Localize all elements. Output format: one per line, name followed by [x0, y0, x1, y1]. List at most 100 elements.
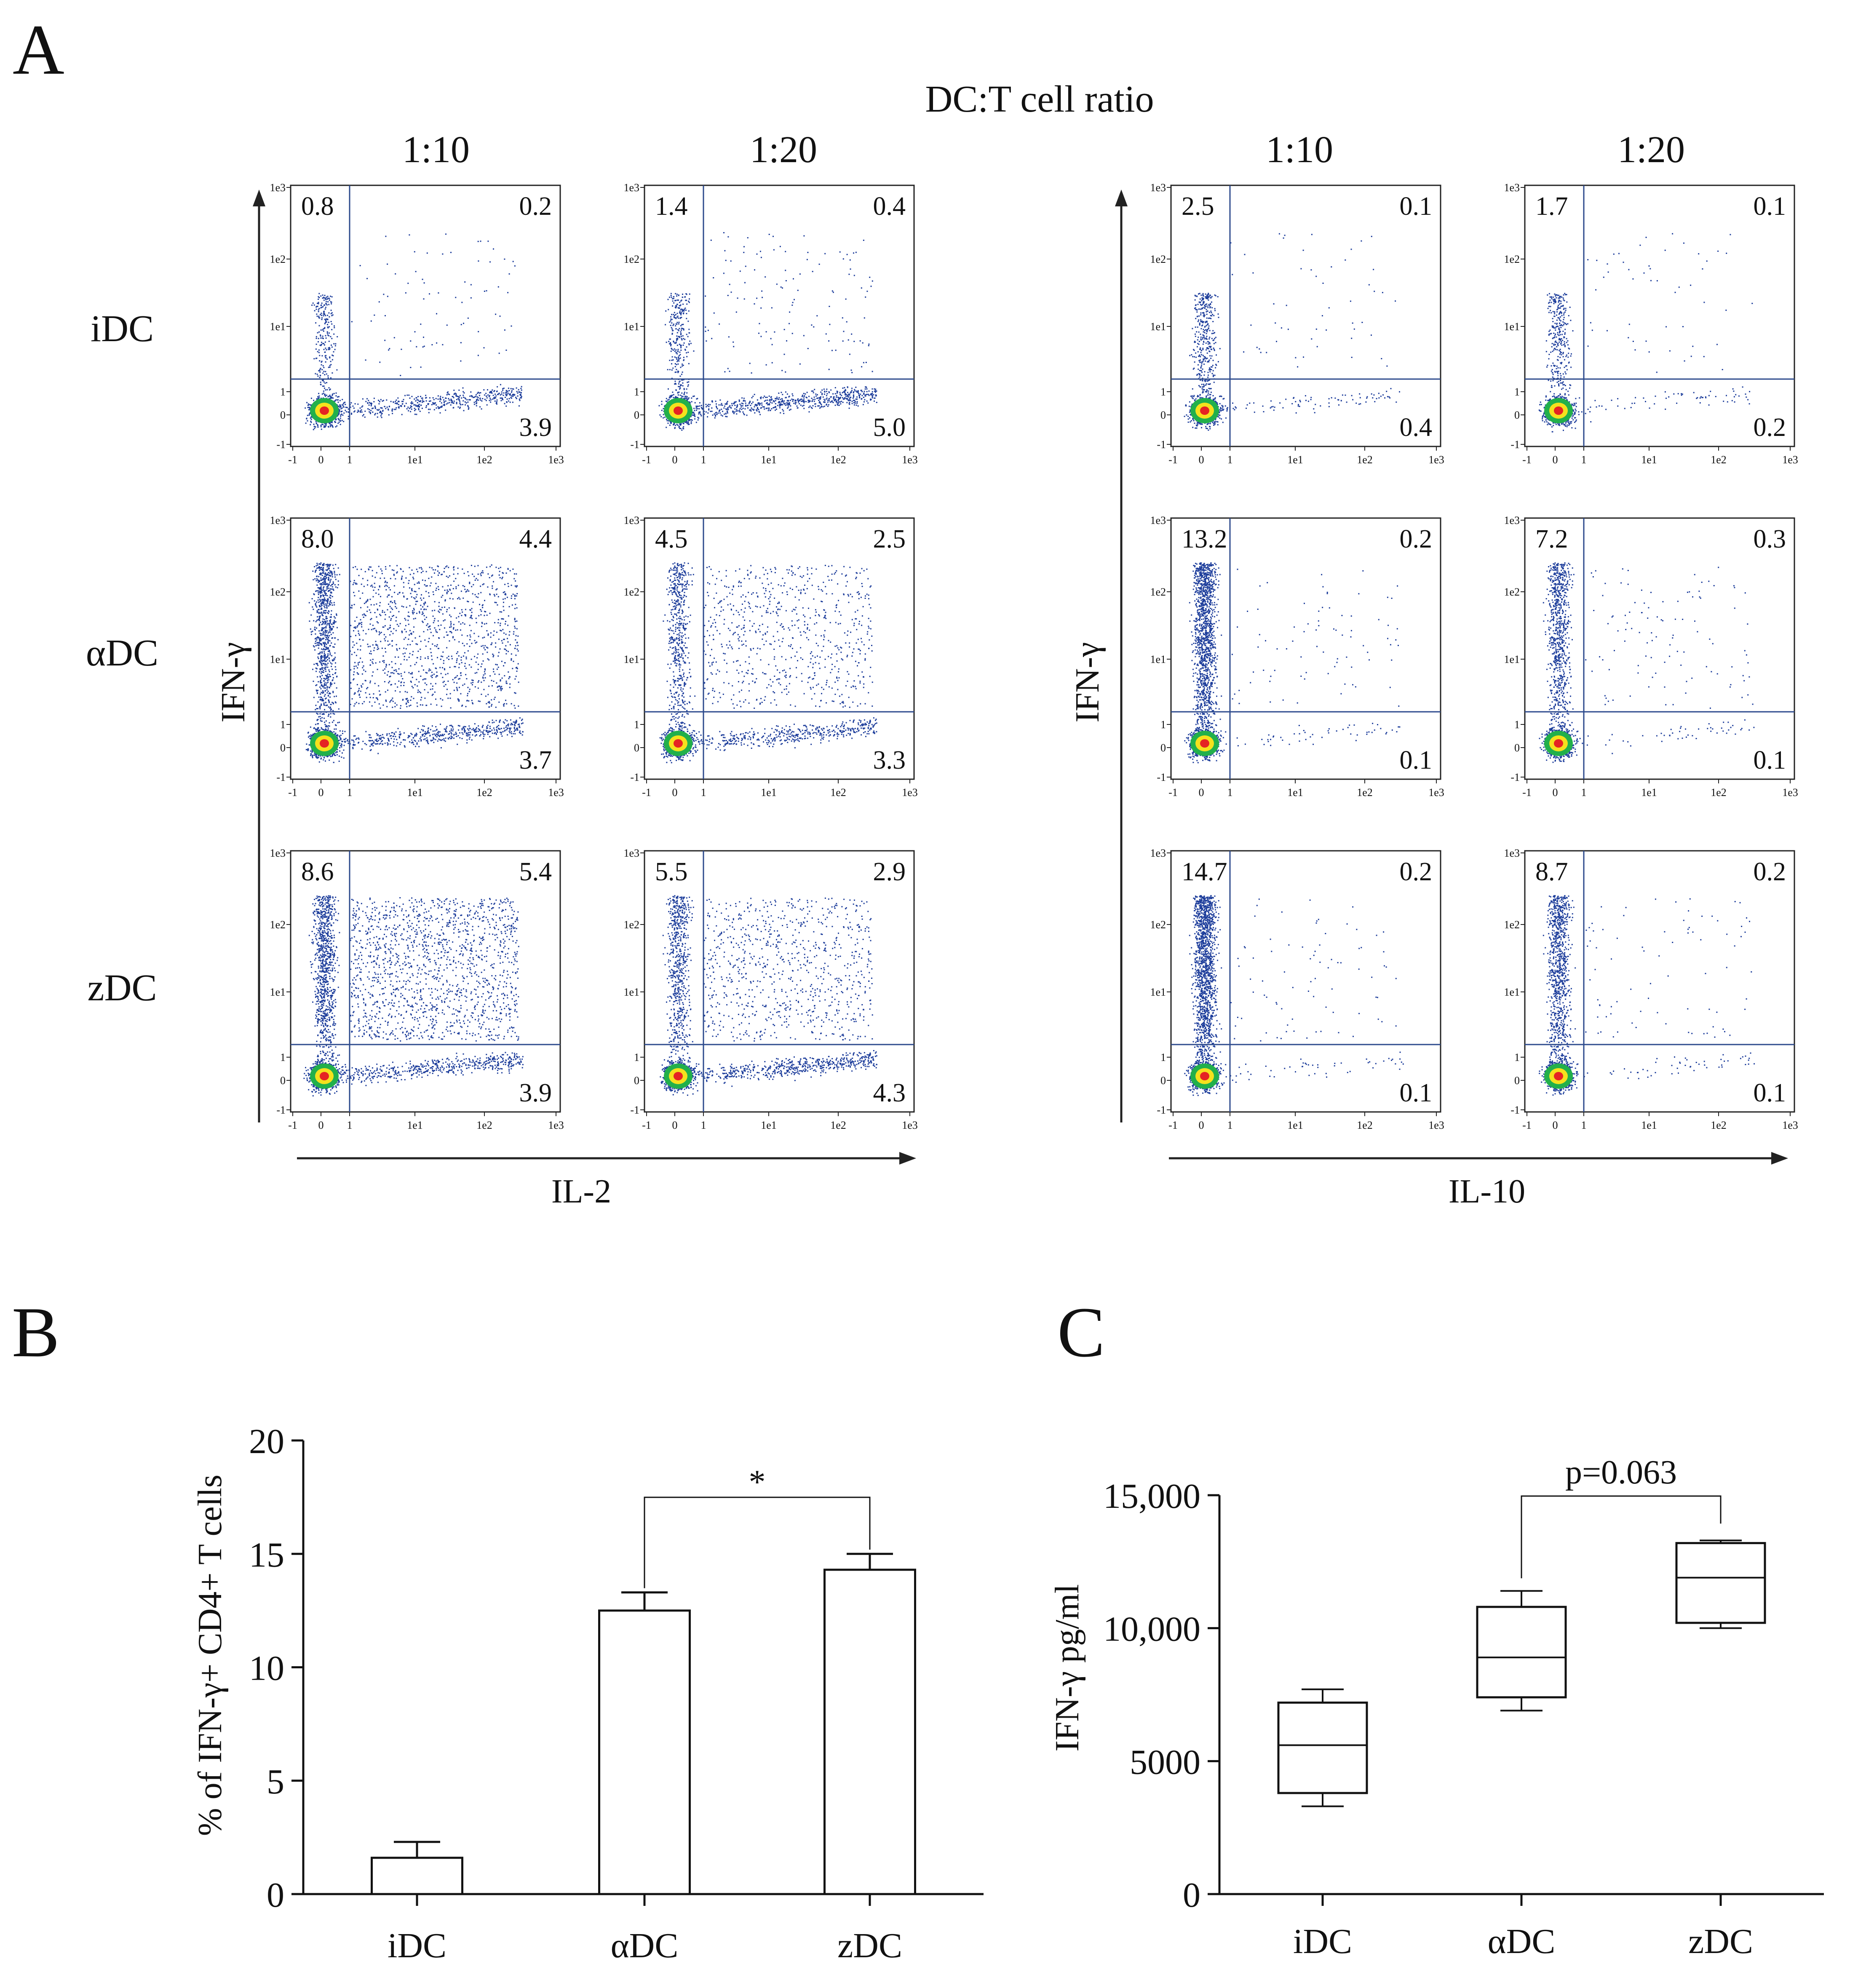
y-tick-label: 1e1 — [623, 986, 639, 998]
flow-plots: 0.8 0.2 3.9 -1 0 1 1e1 1e2 1e3 1e3 1e2 1e1 1 0 -1 1.4 0.… — [270, 182, 1798, 1131]
quadrant-lower-right: 3.7 — [519, 746, 552, 775]
box-zDC — [1675, 1542, 1766, 1624]
flow-plot-zDC-0: 8.6 5.4 3.9 -1 0 1 1e1 1e2 1e3 1e3 1e2 1e1 1 0 -1 — [270, 847, 564, 1131]
density-core-red — [320, 739, 329, 748]
ratio-label-right-1-20: 1:20 — [1617, 129, 1685, 171]
x-tick-label: 1e3 — [1428, 786, 1444, 799]
x-tick-label: 1e2 — [476, 454, 492, 466]
x-tick-label: 0 — [318, 786, 324, 799]
x-tick-label: -1 — [288, 454, 297, 466]
quadrant-upper-left: 8.0 — [301, 525, 334, 553]
significance-label: p=0.063 — [1565, 1454, 1677, 1491]
x-tick-label: 0 — [1199, 1119, 1204, 1131]
y-tick-label: 1e2 — [270, 586, 286, 598]
x-tick-label: 1e1 — [407, 454, 423, 466]
y-tick-label: 1e2 — [623, 586, 639, 598]
y-tick-label: 1 — [634, 719, 639, 731]
y-tick-label: 1 — [1160, 719, 1166, 731]
y-tick-label: 1e1 — [1504, 986, 1520, 998]
y-tick-label: 0 — [1160, 1074, 1166, 1087]
bar-αDC — [598, 1609, 691, 1895]
left-x-arrowhead — [899, 1152, 916, 1165]
y-tick-label: 0 — [1514, 742, 1520, 754]
flow-plot-zDC-2: 14.7 0.2 0.1 -1 0 1 1e1 1e2 1e3 1e3 1e2 1e1 1 0 -1 — [1150, 847, 1444, 1131]
y-tick-label: -1 — [1157, 1104, 1166, 1116]
x-tick-label: 1e1 — [407, 1119, 423, 1131]
density-core-red — [674, 406, 683, 415]
quadrant-upper-right: 0.3 — [1754, 525, 1786, 553]
bar-y-tick-label: 5 — [267, 1762, 284, 1801]
quadrant-upper-left: 14.7 — [1182, 858, 1227, 886]
x-tick-label: 1e3 — [902, 1119, 918, 1131]
box-x-tick-label: iDC — [1293, 1922, 1352, 1961]
box-iDC — [1277, 1701, 1368, 1794]
y-tick-label: 1e1 — [1504, 321, 1520, 333]
quadrant-upper-right: 0.2 — [1400, 525, 1433, 553]
density-core-red — [320, 406, 329, 415]
x-tick-label: 1e3 — [548, 786, 564, 799]
x-tick-label: -1 — [1168, 454, 1178, 466]
y-tick-label: 1 — [634, 386, 639, 398]
y-tick-label: 1e2 — [623, 919, 639, 931]
bar-iDC — [371, 1857, 463, 1895]
bar-x-tick-label: iDC — [388, 1926, 446, 1965]
x-tick-label: 1e2 — [830, 786, 846, 799]
y-tick-label: 0 — [280, 742, 286, 754]
quadrant-lower-right: 5.0 — [873, 413, 906, 442]
x-tick-label: 1e2 — [1357, 1119, 1373, 1131]
flow-plot-αDC-0: 8.0 4.4 3.7 -1 0 1 1e1 1e2 1e3 1e3 1e2 1e1 1 0 -1 — [270, 514, 564, 799]
x-tick-label: 1 — [701, 454, 706, 466]
y-tick-label: 1e3 — [1504, 514, 1520, 526]
x-tick-label: 1e3 — [902, 454, 918, 466]
x-tick-label: 0 — [318, 1119, 324, 1131]
density-core-red — [320, 1072, 329, 1080]
density-core-red — [1554, 739, 1563, 748]
box-y-tick-label: 15,000 — [1103, 1477, 1200, 1516]
quadrant-lower-right: 0.1 — [1400, 1079, 1433, 1107]
x-tick-label: 1e1 — [1641, 786, 1657, 799]
x-tick-label: -1 — [288, 1119, 297, 1131]
y-tick-label: 1 — [1160, 386, 1166, 398]
density-core-red — [1554, 406, 1563, 415]
right-y-axis-label: IFN-γ — [1069, 642, 1106, 723]
quadrant-lower-right: 4.3 — [873, 1079, 906, 1107]
flow-cytometry-panel: DC:T cell ratio 1:10 1:20 1:10 1:20 iDC … — [86, 78, 1798, 1210]
quadrant-lower-right: 0.1 — [1754, 746, 1786, 775]
x-tick-label: 1e3 — [1782, 454, 1798, 466]
y-tick-label: 1e3 — [270, 847, 286, 859]
y-tick-label: 1e3 — [1504, 847, 1520, 859]
quadrant-upper-left: 4.5 — [655, 525, 688, 553]
y-tick-label: 1e1 — [623, 653, 639, 665]
y-tick-label: 0 — [1514, 1074, 1520, 1087]
y-tick-label: 0 — [634, 1074, 639, 1087]
bar-y-axis-label: % of IFN-γ+ CD4+ T cells — [192, 1475, 229, 1836]
x-tick-label: 0 — [318, 454, 324, 466]
quadrant-upper-left: 5.5 — [655, 858, 688, 886]
y-tick-label: 1e2 — [1504, 253, 1520, 265]
x-tick-label: 1e1 — [761, 1119, 777, 1131]
y-tick-label: 1e1 — [1150, 653, 1166, 665]
y-tick-label: 0 — [280, 1074, 286, 1087]
y-tick-label: 0 — [1160, 409, 1166, 421]
y-tick-label: 1 — [280, 386, 286, 398]
x-tick-label: 1 — [1581, 786, 1587, 799]
x-tick-label: 0 — [1199, 454, 1204, 466]
y-tick-label: 1e2 — [1150, 919, 1166, 931]
bar-x-tick-label: zDC — [837, 1926, 902, 1965]
x-tick-label: -1 — [1522, 786, 1532, 799]
y-tick-label: 0 — [1514, 409, 1520, 421]
x-tick-label: -1 — [1168, 1119, 1178, 1131]
x-tick-label: 1e2 — [1711, 786, 1727, 799]
x-tick-label: 0 — [1553, 786, 1558, 799]
quadrant-upper-right: 0.2 — [1754, 858, 1786, 886]
density-core-red — [674, 1072, 683, 1080]
panel-label-b: B — [12, 1293, 59, 1372]
x-tick-label: 1e1 — [1287, 454, 1303, 466]
quadrant-upper-left: 8.6 — [301, 858, 334, 886]
x-tick-label: 1e1 — [1287, 786, 1303, 799]
y-tick-label: 1e1 — [1150, 986, 1166, 998]
flow-plot-iDC-3: 1.7 0.1 0.2 -1 0 1 1e1 1e2 1e3 1e3 1e2 1e1 1 0 -1 — [1504, 182, 1798, 466]
y-tick-label: 1e1 — [623, 321, 639, 333]
y-tick-label: -1 — [1510, 438, 1520, 451]
density-core-red — [1200, 1072, 1209, 1080]
